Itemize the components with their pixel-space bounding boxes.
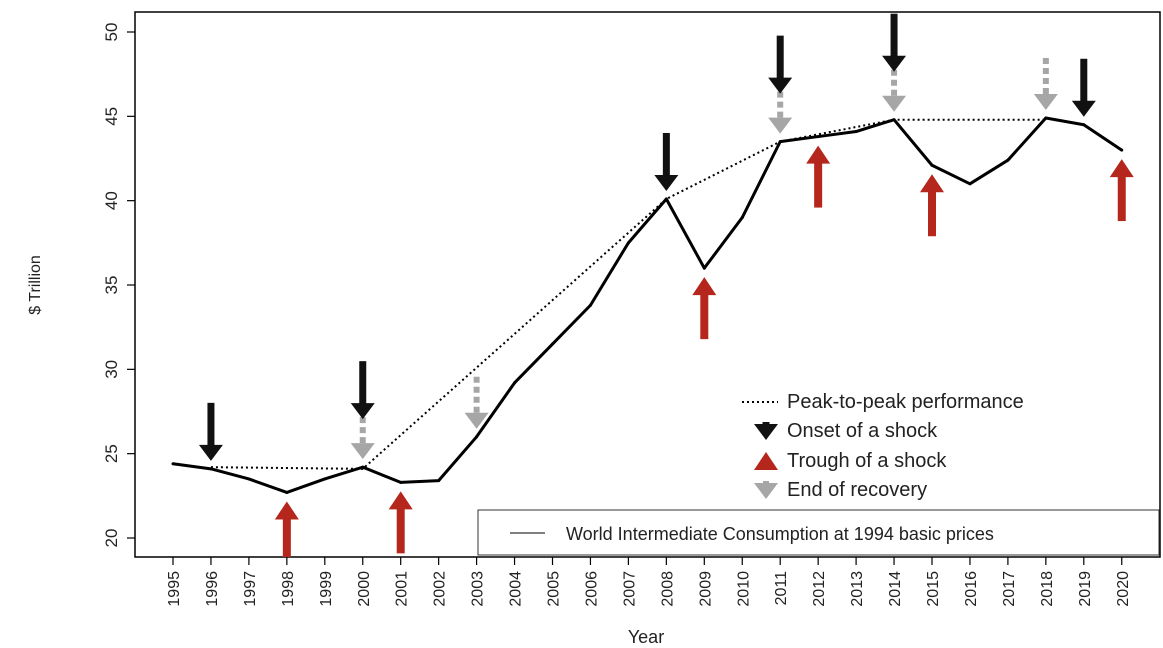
- recovery-arrow-icon: [350, 407, 375, 460]
- onset-arrow-icon: [768, 35, 793, 94]
- series-lines: [171, 116, 1124, 494]
- x-tick-label: 2018: [1039, 571, 1056, 607]
- y-tick-label: 30: [102, 360, 121, 379]
- plot-area: [134, 11, 1161, 558]
- x-axis-label: Year: [628, 627, 664, 647]
- series-point: [702, 266, 706, 270]
- x-tick-label: 2014: [887, 571, 904, 607]
- series-point: [968, 182, 972, 186]
- series-point: [740, 216, 744, 220]
- series-point: [854, 130, 858, 134]
- series-legend-label: World Intermediate Consumption at 1994 b…: [566, 524, 994, 544]
- x-tick-label: 1999: [318, 571, 335, 607]
- series-point: [626, 241, 630, 245]
- series-point: [247, 477, 251, 481]
- y-axis: 20 25 30 35 40 45 50: [102, 23, 135, 548]
- onset-arrow-icon: [654, 132, 679, 191]
- trough-arrow-icon: [754, 452, 778, 470]
- trough-arrow-icon: [1109, 159, 1134, 222]
- y-axis-label: $ Trillion: [27, 255, 44, 315]
- x-tick-label: 1997: [242, 571, 259, 607]
- x-tick-label: 2002: [432, 571, 449, 607]
- x-tick-label: 1995: [166, 571, 183, 607]
- trough-arrow-icon: [920, 174, 944, 237]
- legend-peak-label: Peak-to-peak performance: [787, 391, 1024, 413]
- recovery-arrow-icon: [1033, 58, 1058, 111]
- series-point: [1120, 148, 1124, 152]
- legend-recovery-arrow-icon: [754, 481, 778, 499]
- x-tick-label: 2009: [697, 571, 714, 607]
- trough-arrow-icon: [274, 501, 299, 557]
- series-point: [816, 135, 820, 139]
- series-point: [475, 435, 479, 439]
- onset-arrow-icon: [754, 422, 778, 440]
- series-point: [399, 480, 403, 484]
- series-line-world-intermediate-consumption: [172, 116, 1123, 494]
- legend-onset-label: Onset of a shock: [787, 420, 938, 442]
- x-tick-label: 2019: [1077, 571, 1094, 607]
- x-tick-label: 2010: [735, 571, 752, 607]
- trough-arrow-icon: [692, 277, 717, 340]
- x-tick-label: 2001: [394, 571, 411, 607]
- onset-arrow-icon: [198, 402, 223, 461]
- series-point: [437, 479, 441, 483]
- x-tick-label: 1998: [280, 571, 297, 607]
- legend-trough-arrow-icon: [754, 452, 778, 470]
- series-point: [588, 303, 592, 307]
- recovery-arrow-icon: [768, 81, 793, 134]
- onset-arrow-icon: [882, 13, 907, 72]
- trough-arrow-icon: [388, 491, 413, 554]
- trough-arrow-icon: [806, 145, 831, 208]
- plot-border: [134, 11, 1161, 558]
- y-tick-label: 35: [102, 276, 121, 295]
- y-tick-label: 25: [102, 444, 121, 463]
- legend-onset-arrow-icon: [754, 422, 778, 440]
- x-tick-label: 2003: [470, 571, 487, 607]
- legend-trough-label: Trough of a shock: [787, 450, 947, 472]
- x-tick-label: 2012: [811, 571, 828, 607]
- onset-arrow-icon: [350, 361, 375, 420]
- onset-arrow-icon: [1071, 58, 1096, 117]
- series-point: [323, 477, 327, 481]
- series-point: [930, 163, 934, 167]
- recovery-arrow-icon: [882, 59, 907, 112]
- series-point: [1044, 116, 1048, 120]
- series-point: [551, 342, 554, 346]
- shock-markers: [198, 13, 1134, 557]
- x-tick-label: 2013: [849, 571, 866, 607]
- x-axis: 1995 1996 1997 1998 1999 2000 2001 2002 2003 2004…: [166, 557, 1132, 607]
- y-tick-label: 40: [102, 191, 121, 210]
- recovery-arrow-icon: [754, 481, 778, 499]
- x-tick-label: 2011: [773, 571, 790, 606]
- series-point: [1006, 158, 1010, 162]
- series-point: [171, 462, 175, 466]
- legend-recovery-label: End of recovery: [787, 479, 927, 501]
- series-point: [1082, 123, 1086, 127]
- x-tick-label: 2005: [546, 571, 563, 607]
- x-tick-label: 2008: [659, 571, 676, 607]
- x-tick-label: 2015: [925, 571, 942, 607]
- series-point: [285, 490, 289, 494]
- x-tick-label: 2017: [1001, 571, 1018, 607]
- series-line-peak-to-peak: [210, 118, 1046, 470]
- x-tick-label: 2006: [583, 571, 600, 607]
- x-tick-label: 2007: [621, 571, 638, 607]
- x-tick-label: 1996: [204, 571, 221, 607]
- x-tick-label: 2020: [1115, 571, 1132, 607]
- y-tick-label: 50: [102, 23, 121, 42]
- x-tick-label: 2016: [963, 571, 980, 607]
- y-tick-label: 20: [102, 529, 121, 548]
- recovery-arrow-icon: [464, 376, 489, 429]
- legend: Peak-to-peak performance Onset of a shoc…: [477, 391, 1160, 556]
- series-point: [513, 381, 517, 385]
- series-legend-box: [477, 509, 1160, 556]
- x-tick-label: 2000: [356, 571, 373, 607]
- y-tick-label: 45: [102, 107, 121, 126]
- x-tick-label: 2004: [508, 571, 525, 607]
